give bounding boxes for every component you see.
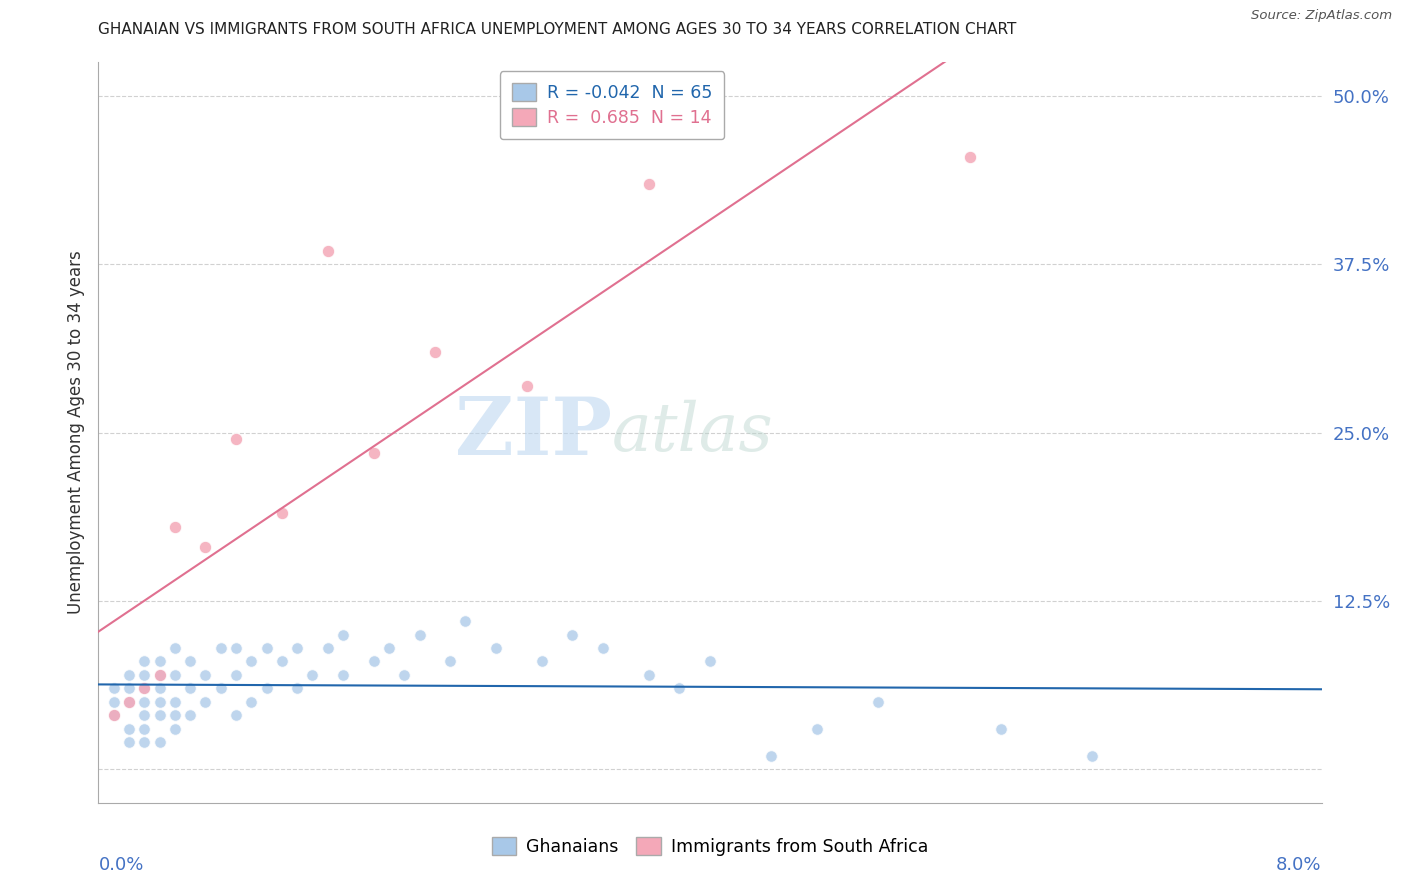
Point [118, 668, 141, 682]
Point [301, 668, 323, 682]
Point [561, 627, 583, 641]
Point [668, 681, 690, 696]
Point [439, 655, 461, 669]
Point [270, 655, 294, 669]
Point [378, 640, 401, 655]
Point [149, 655, 172, 669]
Point [163, 668, 186, 682]
Point [240, 655, 263, 669]
Point [163, 708, 186, 723]
Point [149, 668, 172, 682]
Point [149, 735, 172, 749]
Point [134, 735, 156, 749]
Point [225, 708, 247, 723]
Text: ZIP: ZIP [456, 393, 612, 472]
Point [363, 446, 385, 460]
Point [134, 655, 156, 669]
Point [179, 708, 201, 723]
Point [1081, 748, 1104, 763]
Text: Source: ZipAtlas.com: Source: ZipAtlas.com [1251, 9, 1392, 22]
Point [179, 655, 201, 669]
Point [806, 722, 828, 736]
Point [103, 708, 125, 723]
Point [592, 640, 614, 655]
Point [485, 640, 508, 655]
Point [516, 378, 538, 392]
Point [163, 520, 186, 534]
Point [332, 668, 354, 682]
Point [118, 695, 141, 709]
Point [316, 244, 339, 258]
Point [392, 668, 416, 682]
Point [285, 681, 308, 696]
Point [209, 640, 232, 655]
Point [163, 695, 186, 709]
Text: 8.0%: 8.0% [1277, 856, 1322, 874]
Point [270, 507, 294, 521]
Point [408, 627, 430, 641]
Point [454, 614, 477, 628]
Point [118, 695, 141, 709]
Point [209, 681, 232, 696]
Point [179, 681, 201, 696]
Point [225, 433, 247, 447]
Point [149, 668, 172, 682]
Point [149, 681, 172, 696]
Point [699, 655, 721, 669]
Y-axis label: Unemployment Among Ages 30 to 34 years: Unemployment Among Ages 30 to 34 years [66, 251, 84, 615]
Point [363, 655, 385, 669]
Point [285, 640, 308, 655]
Point [637, 177, 661, 191]
Point [530, 655, 553, 669]
Point [134, 681, 156, 696]
Text: GHANAIAN VS IMMIGRANTS FROM SOUTH AFRICA UNEMPLOYMENT AMONG AGES 30 TO 34 YEARS : GHANAIAN VS IMMIGRANTS FROM SOUTH AFRICA… [98, 22, 1017, 37]
Point [163, 722, 186, 736]
Point [332, 627, 354, 641]
Point [759, 748, 782, 763]
Point [637, 668, 661, 682]
Point [134, 668, 156, 682]
Point [225, 640, 247, 655]
Point [194, 540, 217, 554]
Text: 0.0%: 0.0% [98, 856, 143, 874]
Point [163, 640, 186, 655]
Point [868, 695, 890, 709]
Point [256, 640, 278, 655]
Point [134, 708, 156, 723]
Point [959, 150, 981, 164]
Point [103, 708, 125, 723]
Point [256, 681, 278, 696]
Legend: Ghanaians, Immigrants from South Africa: Ghanaians, Immigrants from South Africa [479, 825, 941, 868]
Point [423, 344, 446, 359]
Point [118, 681, 141, 696]
Text: atlas: atlas [612, 400, 773, 466]
Point [240, 695, 263, 709]
Point [990, 722, 1012, 736]
Point [118, 722, 141, 736]
Point [149, 695, 172, 709]
Point [225, 668, 247, 682]
Point [149, 708, 172, 723]
Point [316, 640, 339, 655]
Point [103, 695, 125, 709]
Point [103, 681, 125, 696]
Point [194, 695, 217, 709]
Point [134, 681, 156, 696]
Point [134, 722, 156, 736]
Point [134, 695, 156, 709]
Point [118, 735, 141, 749]
Point [194, 668, 217, 682]
